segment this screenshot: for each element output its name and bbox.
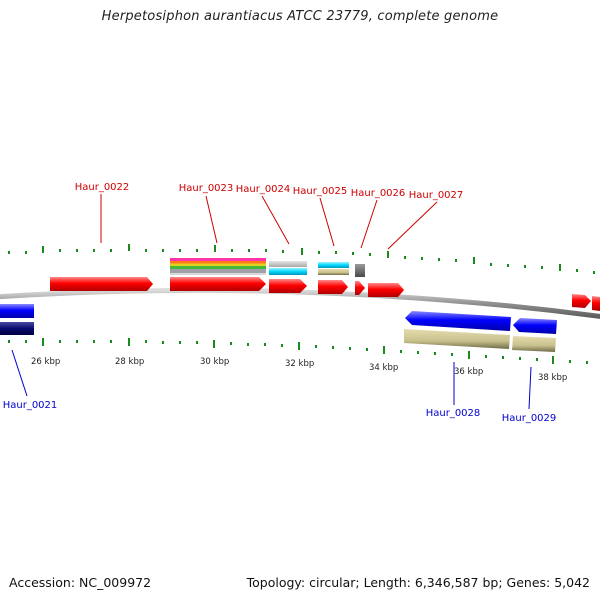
lower-tick-row [8, 338, 588, 364]
feature-track-0024[interactable] [269, 261, 307, 275]
scale-label-38kbp: 38 kbp [538, 373, 567, 383]
gene-label-haur-0021[interactable]: Haur_0021 [3, 400, 58, 411]
reverse-genes [0, 304, 557, 352]
reverse-leader-lines [11, 349, 532, 410]
upper-tick-row [8, 244, 595, 274]
gene-label-haur-0028[interactable]: Haur_0028 [426, 408, 481, 419]
gene-label-haur-0027[interactable]: Haur_0027 [409, 190, 464, 201]
forward-leader-lines [100, 194, 438, 250]
gene-arrow-haur-0023[interactable] [170, 277, 266, 291]
scale-label-26kbp: 26 kbp [31, 357, 60, 367]
gene-arrow-haur-0024[interactable] [269, 279, 307, 293]
gene-arrow-haur-0021[interactable] [0, 304, 34, 318]
feature-track-0026[interactable] [355, 264, 365, 277]
reverse-gene-labels: Haur_0021 Haur_0028 Haur_0029 [3, 400, 557, 424]
feature-track-0028[interactable] [404, 329, 510, 349]
feature-track-0021[interactable] [0, 322, 34, 335]
feature-track-0029[interactable] [512, 336, 556, 352]
scale-labels: 26 kbp 28 kbp 30 kbp 32 kbp 34 kbp 36 kb… [31, 357, 567, 383]
gene-label-haur-0029[interactable]: Haur_0029 [502, 413, 557, 424]
backbone-arc [0, 287, 600, 319]
gene-arrow-offscreen-b[interactable] [592, 296, 600, 311]
gene-label-haur-0024[interactable]: Haur_0024 [236, 184, 291, 195]
scale-label-28kbp: 28 kbp [115, 357, 144, 367]
gene-label-haur-0023[interactable]: Haur_0023 [179, 183, 234, 194]
feature-track-0025[interactable] [318, 262, 349, 275]
genome-title: Herpetosiphon aurantiacus ATCC 23779, co… [101, 9, 499, 24]
scale-label-34kbp: 34 kbp [369, 363, 398, 373]
forward-gene-labels: Haur_0022 Haur_0023 Haur_0024 Haur_0025 … [75, 182, 464, 201]
gene-arrow-haur-0027[interactable] [368, 283, 404, 297]
gene-arrow-haur-0029[interactable] [513, 318, 557, 334]
scale-label-36kbp: 36 kbp [454, 367, 483, 377]
gene-arrow-haur-0025[interactable] [318, 280, 348, 294]
scale-label-30kbp: 30 kbp [200, 357, 229, 367]
gene-arrow-offscreen-a[interactable] [572, 294, 591, 308]
gene-arrow-haur-0022[interactable] [50, 277, 153, 291]
gene-arrow-haur-0028[interactable] [405, 311, 511, 331]
accession-text: Accession: NC_009972 [9, 575, 152, 590]
gene-arrow-haur-0026[interactable] [355, 281, 365, 295]
genome-summary-text: Topology: circular; Length: 6,346,587 bp… [246, 575, 590, 590]
gene-label-haur-0026[interactable]: Haur_0026 [351, 188, 406, 199]
scale-label-32kbp: 32 kbp [285, 359, 314, 369]
feature-track-0023[interactable] [170, 258, 266, 275]
forward-genes [50, 277, 600, 311]
gene-label-haur-0025[interactable]: Haur_0025 [293, 186, 348, 197]
gene-label-haur-0022[interactable]: Haur_0022 [75, 182, 130, 193]
